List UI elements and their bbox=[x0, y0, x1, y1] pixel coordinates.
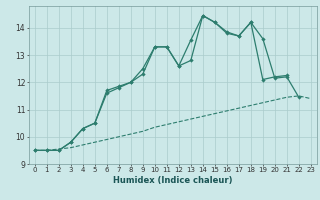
X-axis label: Humidex (Indice chaleur): Humidex (Indice chaleur) bbox=[113, 176, 233, 185]
